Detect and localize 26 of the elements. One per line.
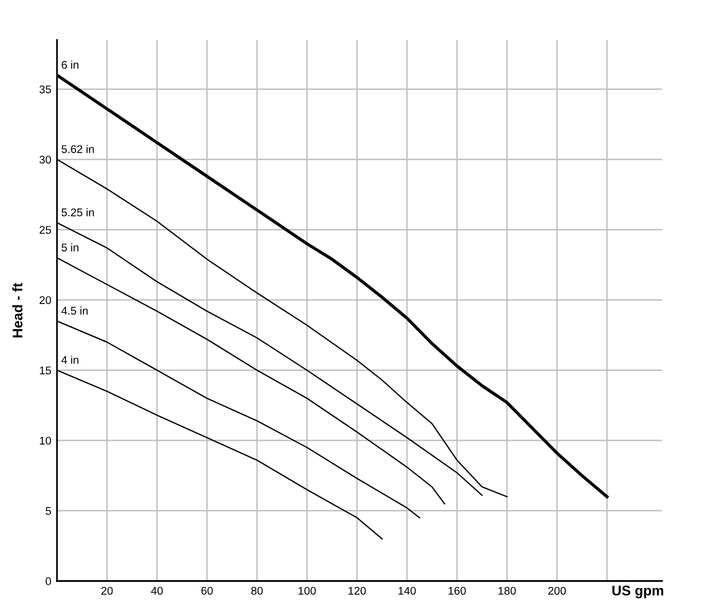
x-tick-label: 160	[448, 586, 466, 595]
x-axis-title: US gpm	[612, 586, 664, 598]
series-label: 6 in	[62, 60, 78, 69]
y-tick-label: 30	[40, 156, 52, 164]
y-tick-label: 0	[46, 577, 52, 586]
series-label: 5.25 in	[62, 208, 94, 216]
x-tick-label: 120	[348, 586, 366, 595]
y-tick-label: 25	[40, 226, 51, 234]
y-axis-title: Head - ft	[12, 282, 22, 338]
x-tick-label: 100	[298, 586, 316, 595]
x-tick-label: 60	[201, 586, 213, 595]
y-tick-label: 10	[40, 436, 52, 445]
y-tick-label: 35	[40, 85, 51, 94]
x-tick-label: 180	[498, 586, 516, 595]
y-tick-label: 15	[40, 366, 51, 374]
x-tick-label: 80	[251, 586, 263, 595]
x-tick-label: 20	[101, 586, 113, 595]
series-label: 5 in	[62, 243, 78, 252]
y-tick-label: 5	[46, 507, 51, 515]
series-label: 4.5 in	[61, 306, 88, 315]
x-tick-label: 40	[151, 586, 163, 595]
series-label: 4 in	[61, 356, 78, 364]
y-tick-label: 20	[40, 296, 52, 304]
x-tick-label: 140	[398, 586, 416, 595]
series-label: 5.62 in	[62, 144, 94, 154]
x-tick-label: 200	[548, 586, 566, 595]
